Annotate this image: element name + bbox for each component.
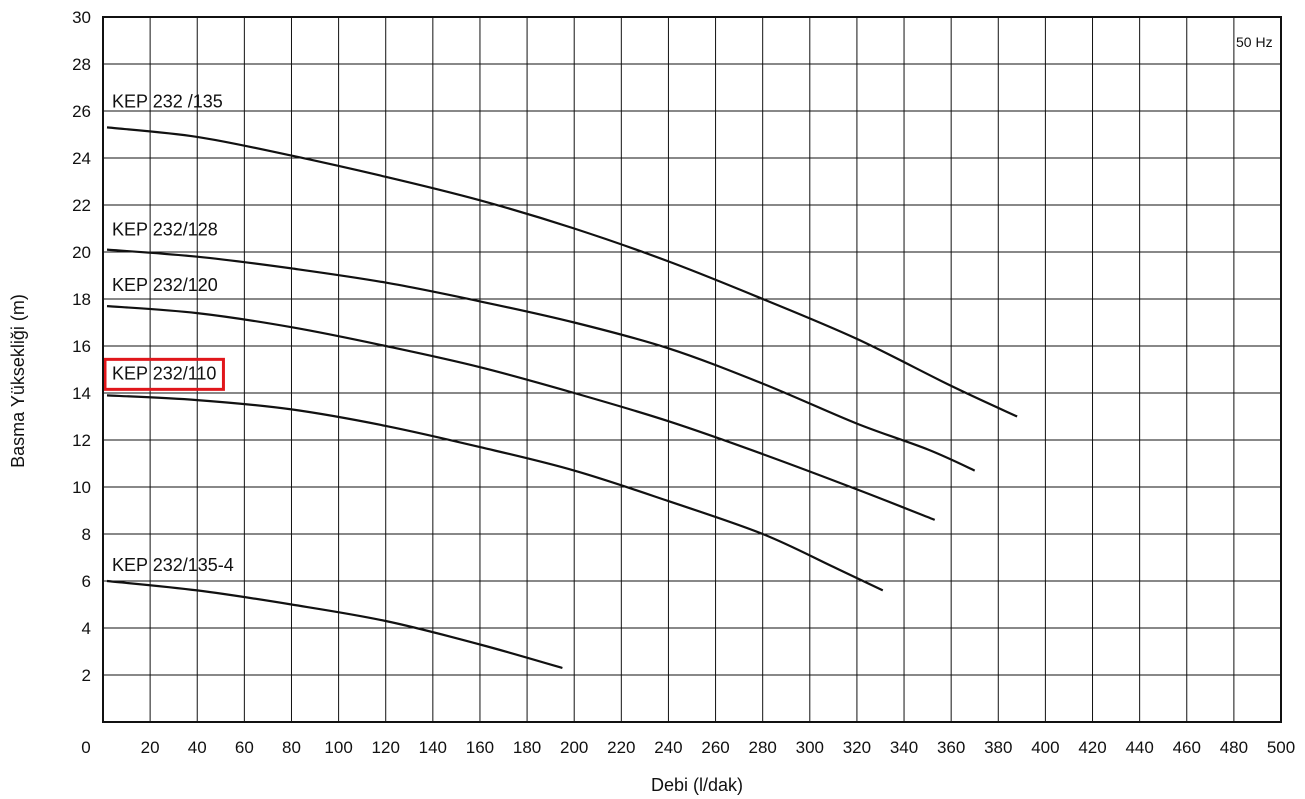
y-tick-label: 28	[72, 55, 91, 74]
x-tick-label: 380	[984, 738, 1012, 757]
y-tick-label: 14	[72, 384, 91, 403]
y-tick-label: 26	[72, 102, 91, 121]
series-labels: KEP 232 /135 KEP 232/128 KEP 232/120 KEP 23…	[103, 91, 234, 575]
x-tick-label: 0	[81, 738, 90, 757]
grid-lines	[103, 17, 1281, 722]
series-label-kep-232-128: KEP 232/128	[112, 220, 218, 240]
y-tick-label: 12	[72, 431, 91, 450]
x-tick-label: 440	[1125, 738, 1153, 757]
pump-curves	[106, 126, 1018, 670]
curve-kep-232-135-4	[106, 579, 563, 670]
y-tick-label: 30	[72, 8, 91, 27]
curve-kep-232-110	[106, 394, 884, 592]
x-tick-label: 100	[324, 738, 352, 757]
series-label-kep-232-120: KEP 232/120	[112, 275, 218, 295]
frequency-annotation: 50 Hz	[1236, 34, 1273, 50]
y-axis-title: Basma Yüksekliği (m)	[8, 294, 28, 468]
y-tick-label: 6	[82, 572, 91, 591]
highlight-box	[103, 357, 225, 391]
y-tick-label: 10	[72, 478, 91, 497]
x-tick-label: 220	[607, 738, 635, 757]
x-tick-label: 400	[1031, 738, 1059, 757]
x-tick-label: 280	[748, 738, 776, 757]
x-tick-label: 60	[235, 738, 254, 757]
y-tick-label: 8	[82, 525, 91, 544]
x-tick-label: 360	[937, 738, 965, 757]
x-tick-label: 20	[141, 738, 160, 757]
x-tick-label: 140	[419, 738, 447, 757]
plot-frame	[102, 16, 1282, 723]
y-tick-label: 22	[72, 196, 91, 215]
x-tick-label: 300	[796, 738, 824, 757]
x-tick-label: 320	[843, 738, 871, 757]
x-tick-label: 500	[1267, 738, 1295, 757]
x-tick-label: 180	[513, 738, 541, 757]
y-tick-label: 20	[72, 243, 91, 262]
y-tick-label: 2	[82, 666, 91, 685]
y-tick-label: 16	[72, 337, 91, 356]
x-axis-title: Debi (l/dak)	[651, 775, 743, 795]
x-tick-label: 340	[890, 738, 918, 757]
x-tick-label: 40	[188, 738, 207, 757]
curve-kep-232-128	[106, 248, 976, 472]
x-tick-label: 460	[1173, 738, 1201, 757]
curve-kep-232-120	[106, 305, 936, 521]
curve-kep-232-135	[106, 126, 1018, 418]
x-tick-label: 120	[372, 738, 400, 757]
series-label-kep-232-135-4: KEP 232/135-4	[112, 555, 234, 575]
series-label-kep-232-135: KEP 232 /135	[112, 91, 223, 111]
y-tick-label: 4	[82, 619, 91, 638]
series-label-kep-232-110: KEP 232/110	[112, 363, 216, 383]
x-tick-labels: 0 20 40 60 80 100 120 140 160 180 200 220 240 260 280 3…	[81, 738, 1295, 757]
y-tick-label: 24	[72, 149, 91, 168]
x-tick-label: 240	[654, 738, 682, 757]
x-tick-label: 160	[466, 738, 494, 757]
x-tick-label: 200	[560, 738, 588, 757]
x-tick-label: 260	[701, 738, 729, 757]
x-tick-label: 80	[282, 738, 301, 757]
x-tick-label: 480	[1220, 738, 1248, 757]
y-tick-label: 18	[72, 290, 91, 309]
x-tick-label: 420	[1078, 738, 1106, 757]
